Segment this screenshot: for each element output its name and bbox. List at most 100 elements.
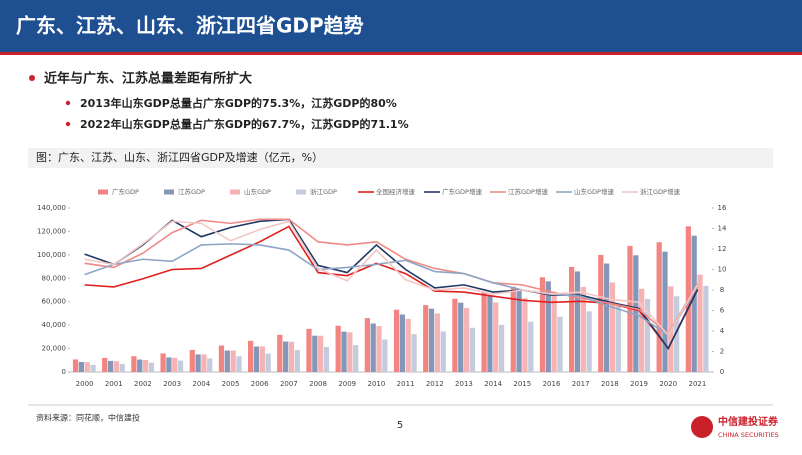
x-tick-label: 2018 [601,380,619,388]
x-tick-label: 2004 [192,380,210,388]
x-tick-label: 2016 [543,380,561,388]
bar [463,307,470,372]
x-tick-label: 2017 [572,380,590,388]
line [84,243,699,337]
bar [510,286,516,372]
header-band [0,0,802,52]
x-tick-label: 2005 [222,380,240,388]
bar [230,350,236,372]
bar [481,292,487,372]
x-tick-label: 2012 [426,380,444,388]
bar [353,345,359,372]
y2-tick-label: 2 [720,348,724,356]
x-tick-label: 2008 [309,380,327,388]
legend-swatch [296,189,306,195]
bar [189,349,195,372]
bar [376,326,382,372]
bar [522,298,528,372]
bar [382,339,388,372]
x-tick-label: 2009 [338,380,356,388]
bar [487,295,493,372]
bullet-main: 近年与广东、江苏总量差距有所扩大 [44,71,252,87]
bar [428,308,435,372]
bar [347,332,353,372]
bar [498,324,505,372]
y2-tick-label: 4 [720,327,725,335]
bar [107,360,114,372]
y-tick-label: 20,000 [42,345,67,353]
bar [452,298,458,372]
line [84,225,699,350]
logo-cn: 中信建投证券 [718,415,779,428]
bar [72,359,79,372]
bullet-dot [65,121,71,127]
y-tick-label: 40,000 [42,321,67,329]
y2-tick-label: 0 [720,368,724,376]
bar [160,353,166,372]
bar [148,362,155,372]
bar [674,296,680,372]
x-tick-label: 2010 [367,380,385,388]
logo-en: CHINA SECURITIES [718,431,779,439]
bar [84,362,90,372]
bar [569,266,575,372]
line [84,218,699,350]
legend-label: 浙江GDP增速 [640,187,680,196]
bar [598,254,604,372]
bar [633,255,639,372]
caption-band [28,148,773,168]
x-tick-label: 2007 [280,380,298,388]
legend-label: 江苏GDP [178,187,205,196]
bar [294,350,300,372]
bar [469,327,476,372]
y2-tick-label: 14 [718,225,727,233]
y2-tick-label: 12 [718,245,727,253]
bar [434,313,441,372]
chart-title: 图：广东、江苏、山东、浙江四省GDP及增速（亿元，%） [36,150,323,164]
page-number: 5 [397,420,403,431]
y2-tick-label: 16 [718,204,727,212]
bar [277,334,283,372]
bar [119,363,125,372]
bar [259,346,265,372]
bar [137,359,143,372]
y2-tick-label: 10 [718,266,727,274]
bar [248,340,254,372]
bar [639,288,645,372]
bar [102,357,108,372]
bar [493,302,499,372]
legend-label: 山东GDP增速 [574,187,614,196]
bar [166,357,172,372]
bar [644,298,651,372]
bar [177,360,184,372]
bar [399,314,405,372]
logo-mark [691,416,713,438]
y-tick-label: 140,000 [37,204,66,212]
bar [574,271,581,372]
bar [283,341,289,372]
bar [557,316,563,372]
x-tick-label: 2015 [513,380,531,388]
bar [615,306,621,372]
x-tick-label: 2019 [630,380,648,388]
y-tick-label: 60,000 [42,298,67,306]
y-tick-label: 0 [62,368,66,376]
y2-tick-label: 8 [720,286,724,294]
legend-label: 浙江GDP [310,187,337,196]
bar [90,364,96,372]
y-tick-label: 120,000 [37,227,66,235]
bar [323,346,330,372]
bar [656,242,662,372]
bar [335,325,341,372]
legend-label: 山东GDP [244,187,271,196]
bar [370,323,376,372]
bar [142,359,149,372]
legend-label: 广东GDP [112,187,139,196]
bar [78,361,84,372]
slide-title: 广东、江苏、山东、浙江四省GDP趋势 [16,14,364,38]
bar [224,350,230,372]
source-note: 资料来源：同花顺，中信建投 [36,413,140,423]
bar [318,335,324,372]
bar [580,286,586,372]
